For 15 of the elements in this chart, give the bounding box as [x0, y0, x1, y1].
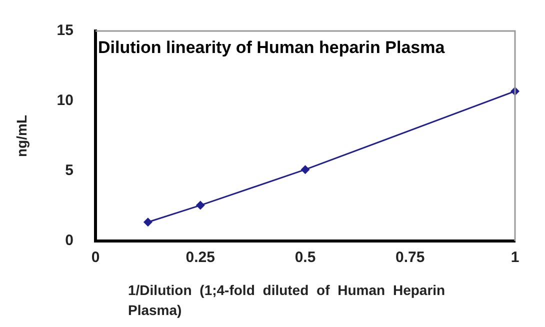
x-tick-label: 0.75: [396, 249, 425, 266]
x-axis-title: 1/Dilution (1;4-fold diluted of Human Heparin Plasma): [128, 281, 446, 320]
y-tick-label: 5: [65, 162, 74, 180]
y-tick-label: 0: [65, 232, 74, 250]
point: [300, 165, 310, 174]
x-tick-label: 0.5: [294, 249, 316, 266]
y-axis-title: ng/mL: [13, 114, 30, 157]
x-tick-label: 0: [91, 249, 100, 266]
y-tick-label: 15: [56, 22, 74, 40]
text: Dilution linearity of Human heparin Plasma: [98, 37, 446, 59]
x-tick-label: 0.25: [186, 249, 215, 266]
point: [143, 218, 152, 227]
y-tick-label: 10: [56, 92, 74, 110]
x-tick-label: 1: [510, 249, 520, 266]
point: [196, 200, 205, 210]
